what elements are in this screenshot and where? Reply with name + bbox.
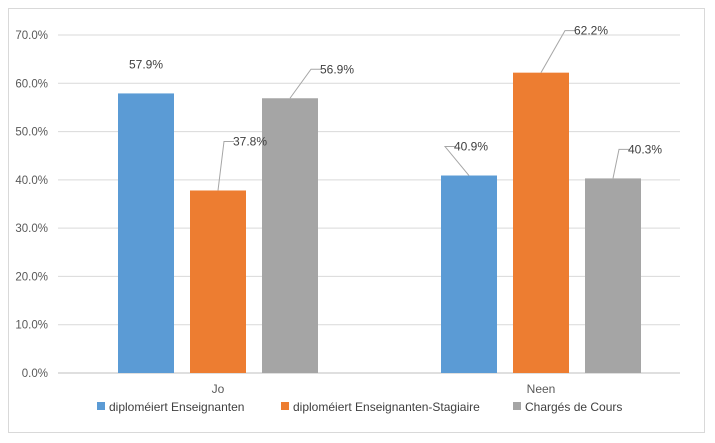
legend-item: diploméiert Enseignanten-Stagiaire	[281, 400, 480, 414]
legend-item: diploméiert Enseignanten	[97, 400, 244, 414]
bar	[190, 190, 246, 373]
data-label: 56.9%	[320, 62, 354, 76]
y-tick-label: 50.0%	[15, 127, 48, 139]
data-label-leader	[289, 68, 321, 99]
data-label-leader	[443, 146, 470, 176]
legend-swatch	[513, 402, 521, 410]
legend-label: Chargés de Cours	[525, 400, 622, 414]
bar	[262, 98, 318, 374]
data-label-leader	[540, 30, 575, 73]
data-label: 37.8%	[233, 134, 267, 148]
y-tick-label: 0.0%	[22, 368, 48, 380]
bar	[585, 178, 641, 373]
y-tick-label: 20.0%	[15, 271, 48, 283]
y-tick-label: 30.0%	[15, 223, 48, 235]
legend-label: diploméiert Enseignanten	[109, 400, 244, 414]
data-label-leader	[612, 148, 629, 179]
legend-swatch	[281, 402, 289, 410]
data-label: 57.9%	[129, 57, 163, 71]
y-tick-label: 10.0%	[15, 320, 48, 332]
y-tick-label: 70.0%	[15, 30, 48, 42]
data-label: 62.2%	[574, 24, 608, 38]
legend-label: diploméiert Enseignanten-Stagiaire	[293, 400, 480, 414]
bar	[513, 72, 569, 374]
category-label: Jo	[212, 382, 225, 396]
legend-swatch	[97, 402, 105, 410]
category-label: Neen	[527, 382, 556, 396]
legend-item: Chargés de Cours	[513, 400, 622, 414]
y-tick-label: 40.0%	[15, 175, 48, 187]
data-label-leader	[217, 140, 234, 191]
y-tick-label: 60.0%	[15, 78, 48, 90]
data-label: 40.3%	[628, 142, 662, 156]
bar	[441, 175, 497, 373]
data-label: 40.9%	[454, 140, 488, 154]
bar	[118, 93, 174, 373]
